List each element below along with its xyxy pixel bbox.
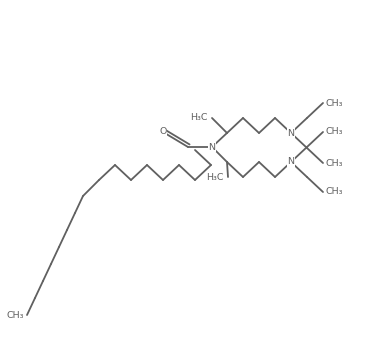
FancyBboxPatch shape	[208, 142, 216, 152]
Text: N: N	[288, 158, 294, 167]
Text: H₃C: H₃C	[207, 173, 224, 182]
FancyBboxPatch shape	[6, 310, 24, 320]
FancyBboxPatch shape	[190, 113, 208, 123]
Text: CH₃: CH₃	[325, 188, 343, 196]
FancyBboxPatch shape	[325, 158, 343, 168]
FancyBboxPatch shape	[325, 187, 343, 197]
Text: H₃C: H₃C	[191, 113, 208, 122]
Text: CH₃: CH₃	[325, 127, 343, 136]
FancyBboxPatch shape	[325, 98, 343, 108]
FancyBboxPatch shape	[287, 128, 295, 138]
Text: CH₃: CH₃	[325, 98, 343, 107]
Text: N: N	[288, 128, 294, 138]
FancyBboxPatch shape	[325, 127, 343, 137]
Text: N: N	[208, 142, 216, 152]
Text: O: O	[159, 127, 167, 136]
FancyBboxPatch shape	[205, 172, 224, 182]
FancyBboxPatch shape	[287, 157, 295, 167]
Text: CH₃: CH₃	[325, 159, 343, 168]
FancyBboxPatch shape	[159, 127, 167, 137]
Text: CH₃: CH₃	[6, 310, 24, 320]
